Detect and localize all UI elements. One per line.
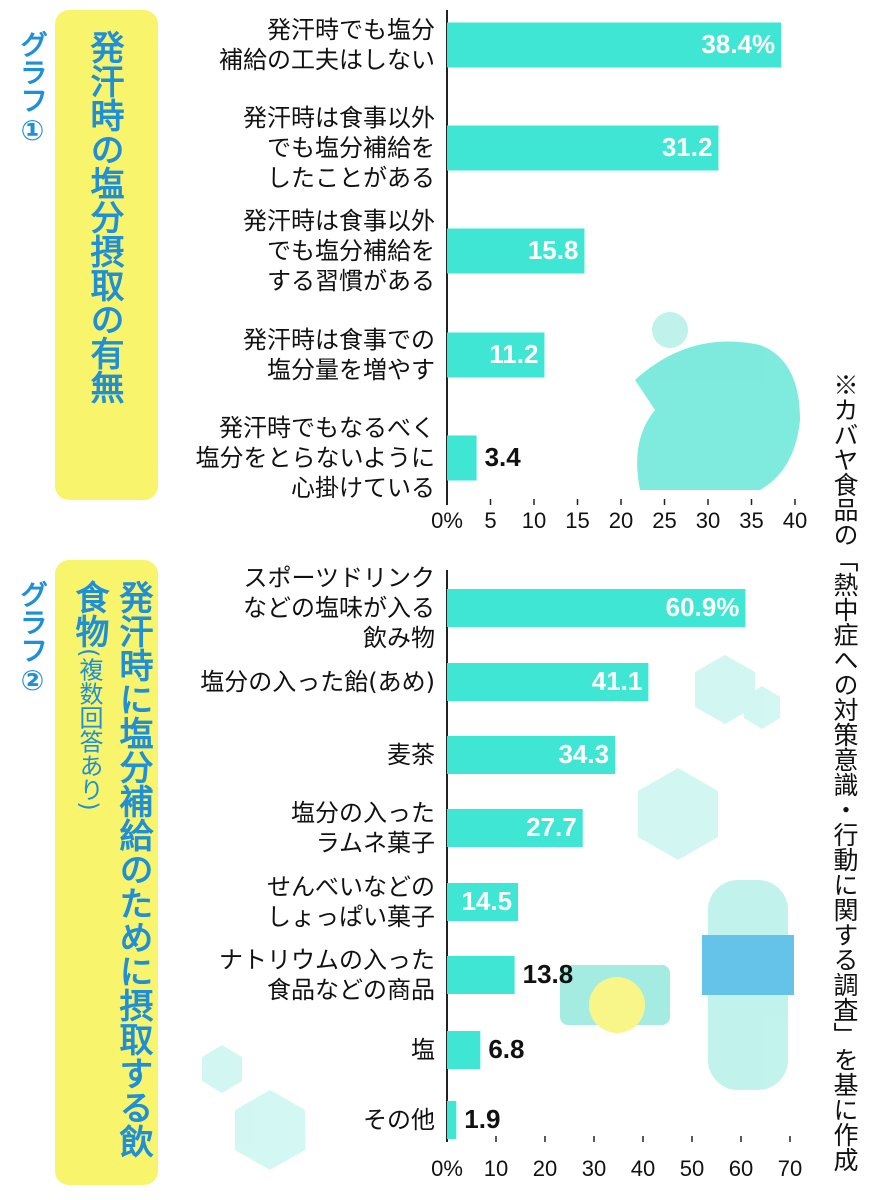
x-tick-label: 5 xyxy=(484,508,496,533)
category-label: 発汗時は食事以外 でも塩分補給を したことがある xyxy=(243,104,435,192)
value-label: 13.8 xyxy=(523,959,574,989)
category-label: 塩分の入った飴(あめ) xyxy=(200,668,435,696)
bar xyxy=(447,332,545,378)
x-tick-label: 40 xyxy=(631,1156,655,1181)
x-tick-label: 50 xyxy=(680,1156,704,1181)
x-tick-label: 0% xyxy=(431,508,463,533)
value-label: 31.2 xyxy=(662,132,713,162)
category-label: 発汗時でもなるべく 塩分をとらないように 心掛けている xyxy=(195,414,435,502)
bar xyxy=(447,22,782,68)
value-label: 34.3 xyxy=(558,739,609,769)
category-label: 発汗時は食事以外 でも塩分補給を する習慣がある xyxy=(243,207,435,295)
x-tick-label: 10 xyxy=(484,1156,508,1181)
value-label: 1.9 xyxy=(464,1104,500,1134)
bar xyxy=(447,435,477,481)
category-label: 麦茶 xyxy=(387,741,435,769)
value-label: 6.8 xyxy=(488,1034,524,1064)
bar xyxy=(447,1101,457,1139)
x-tick-label: 70 xyxy=(778,1156,802,1181)
category-label: 塩分の入った ラムネ菓子 xyxy=(291,799,435,857)
bar xyxy=(447,956,515,994)
x-tick-label: 15 xyxy=(565,508,589,533)
bar xyxy=(447,883,519,921)
x-tick-label: 35 xyxy=(739,508,763,533)
category-label: せんべいなどの しょっぱい菓子 xyxy=(267,873,435,931)
x-tick-label: 20 xyxy=(609,508,633,533)
category-label: 塩 xyxy=(411,1036,435,1064)
category-label: スポーツドリンク などの塩味が入る 飲み物 xyxy=(243,564,435,652)
bar xyxy=(447,809,583,847)
source-note: ※カバヤ食品の「熱中症への対策意識・行動に関する調査」を基に作成 xyxy=(830,372,859,1172)
x-tick-label: 40 xyxy=(783,508,807,533)
category-label: 発汗時は食事での 塩分量を増やす xyxy=(243,326,435,384)
value-label: 60.9% xyxy=(666,592,740,622)
value-label: 38.4% xyxy=(701,29,775,59)
value-label: 41.1 xyxy=(592,666,643,696)
x-tick-label: 10 xyxy=(522,508,546,533)
value-label: 11.2 xyxy=(489,339,538,369)
bar xyxy=(447,736,616,774)
decoration xyxy=(202,312,800,1170)
category-label: ナトリウムの入った 食品などの商品 xyxy=(219,946,435,1004)
title-panel xyxy=(55,560,158,1185)
x-tick-label: 20 xyxy=(533,1156,557,1181)
bar xyxy=(447,125,719,171)
chart-subtitle: (複数回答あり) xyxy=(75,648,103,811)
x-tick-label: 60 xyxy=(729,1156,753,1181)
title-block: 発汗時に塩分補給のために摂取する飲食物(複数回答あり) xyxy=(65,580,155,1170)
category-label: その他 xyxy=(363,1106,435,1134)
badge: グラフ② xyxy=(16,580,49,697)
x-tick-label: 30 xyxy=(582,1156,606,1181)
bar xyxy=(447,228,585,274)
value-label: 27.7 xyxy=(526,812,577,842)
category-label: 発汗時でも塩分 補給の工夫はしない xyxy=(219,16,435,74)
value-label: 14.5 xyxy=(461,886,512,916)
x-tick-label: 0% xyxy=(431,1156,463,1181)
value-label: 3.4 xyxy=(485,442,522,472)
bar xyxy=(447,663,649,701)
x-tick-label: 25 xyxy=(652,508,676,533)
bar xyxy=(447,589,746,627)
chart-title: 発汗時に塩分補給のために摂取する飲食物 xyxy=(69,580,153,1158)
x-tick-label: 30 xyxy=(696,508,720,533)
badge: グラフ① xyxy=(16,30,49,147)
chart-title: 発汗時の塩分摂取の有無 xyxy=(84,30,124,404)
bar xyxy=(447,1031,481,1069)
title-panel xyxy=(55,10,158,500)
value-label: 15.8 xyxy=(528,235,579,265)
